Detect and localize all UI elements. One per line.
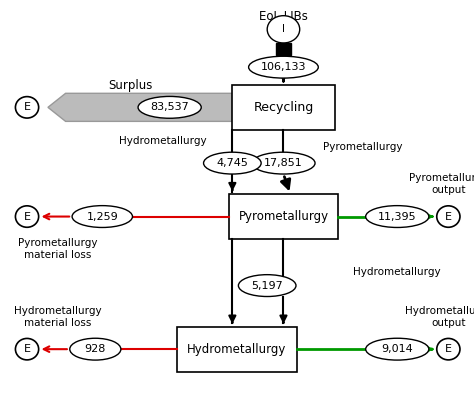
Bar <box>229 194 338 239</box>
Text: 4,745: 4,745 <box>217 158 248 168</box>
Ellipse shape <box>437 338 460 360</box>
Text: Hydrometallurgy
material loss: Hydrometallurgy material loss <box>14 306 102 328</box>
Bar <box>232 85 335 130</box>
Text: Pyrometallurgy: Pyrometallurgy <box>323 142 402 152</box>
Text: Pyrometallurgy
output: Pyrometallurgy output <box>409 174 474 195</box>
Text: 1,259: 1,259 <box>86 212 118 222</box>
Text: Hydrometallurgy: Hydrometallurgy <box>353 267 441 277</box>
Ellipse shape <box>203 152 261 174</box>
Text: 106,133: 106,133 <box>261 62 306 72</box>
Ellipse shape <box>365 338 429 360</box>
Ellipse shape <box>138 96 201 118</box>
Ellipse shape <box>238 275 296 297</box>
Text: Surplus: Surplus <box>108 79 152 92</box>
Text: 5,197: 5,197 <box>251 281 283 291</box>
Text: 17,851: 17,851 <box>264 158 303 168</box>
Text: E: E <box>445 344 452 354</box>
Text: E: E <box>24 102 30 112</box>
Ellipse shape <box>16 338 39 360</box>
Text: Pyrometallurgy: Pyrometallurgy <box>238 210 328 223</box>
Text: Hydrometallurgy: Hydrometallurgy <box>187 343 287 356</box>
Text: 9,014: 9,014 <box>382 344 413 354</box>
Bar <box>276 43 291 55</box>
Text: E: E <box>24 344 30 354</box>
Ellipse shape <box>437 206 460 227</box>
Ellipse shape <box>16 97 39 118</box>
Text: EoL LIBs: EoL LIBs <box>259 10 308 23</box>
Text: 83,537: 83,537 <box>150 102 189 112</box>
Text: Recycling: Recycling <box>253 101 314 114</box>
Text: Hydrometallurgy: Hydrometallurgy <box>119 137 207 146</box>
Bar <box>177 327 297 372</box>
Ellipse shape <box>248 56 319 78</box>
Text: Hydrometallurgy
output: Hydrometallurgy output <box>404 306 474 328</box>
Text: 11,395: 11,395 <box>378 212 417 222</box>
Ellipse shape <box>252 152 315 174</box>
FancyArrow shape <box>48 93 232 121</box>
Ellipse shape <box>70 338 121 360</box>
Text: Pyrometallurgy
material loss: Pyrometallurgy material loss <box>18 238 98 259</box>
Ellipse shape <box>365 206 429 228</box>
Ellipse shape <box>72 206 132 228</box>
Text: E: E <box>445 212 452 222</box>
Ellipse shape <box>16 206 39 227</box>
Text: I: I <box>282 24 285 34</box>
Ellipse shape <box>267 16 300 43</box>
Text: 928: 928 <box>85 344 106 354</box>
Text: E: E <box>24 212 30 222</box>
